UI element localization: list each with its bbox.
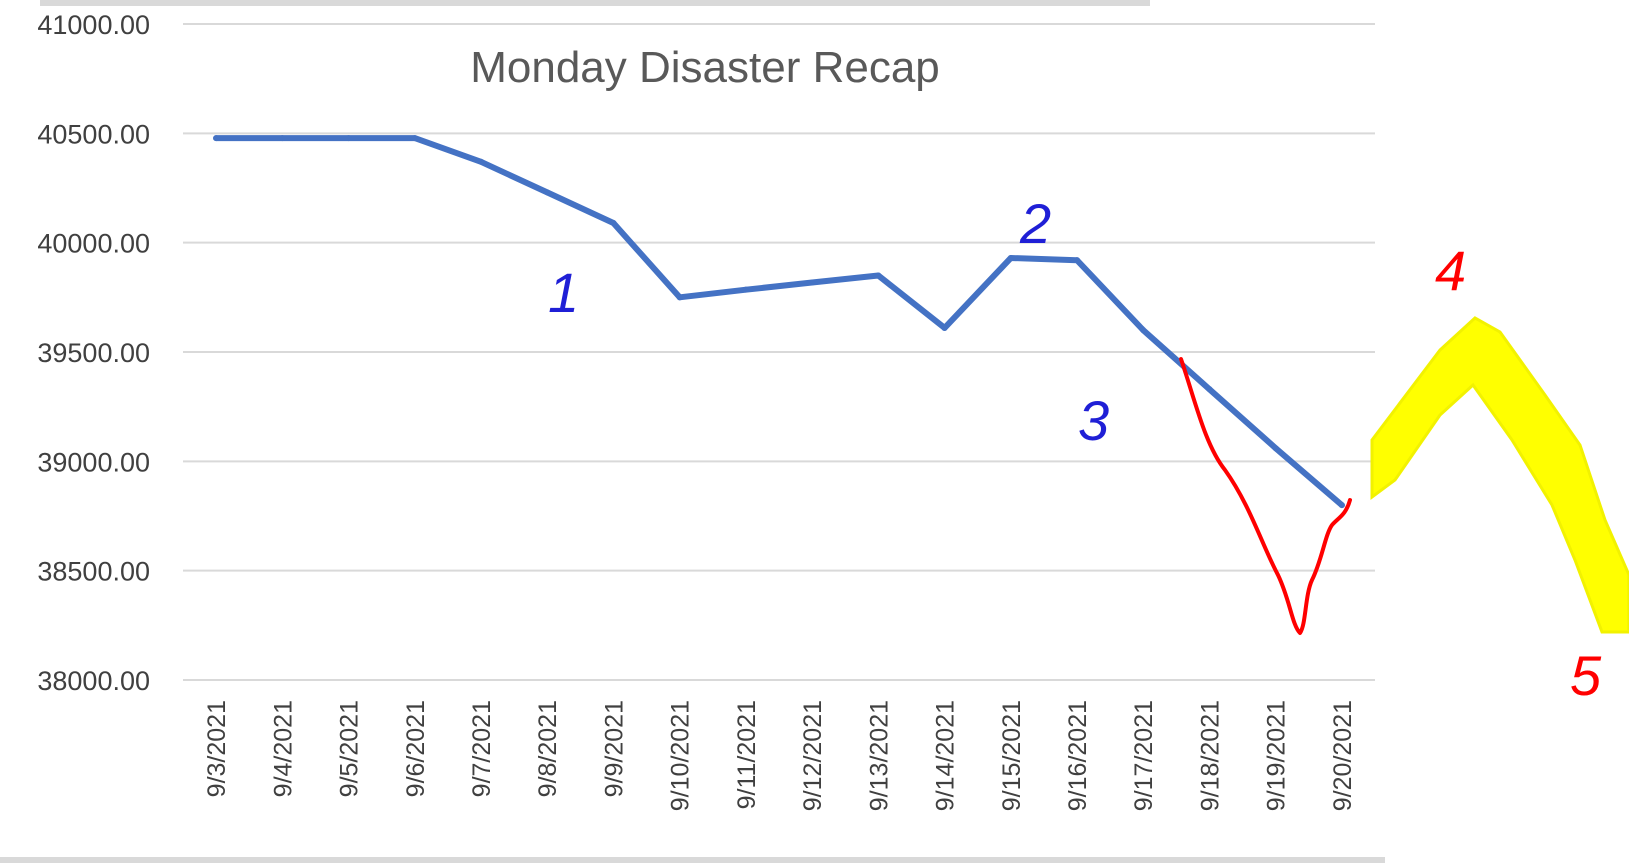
annotation-4: 4 bbox=[1435, 239, 1466, 302]
data-point bbox=[544, 189, 551, 196]
data-point bbox=[875, 272, 882, 279]
gridlines bbox=[183, 23, 1375, 681]
x-tick-label: 9/9/2021 bbox=[600, 700, 628, 797]
data-point bbox=[279, 135, 286, 142]
x-tick-label: 9/16/2021 bbox=[1064, 700, 1092, 811]
x-axis-ticks: 9/3/2021 9/4/2021 9/5/2021 9/6/2021 9/7/2021… bbox=[203, 700, 1357, 811]
x-tick-label: 9/20/2021 bbox=[1329, 700, 1357, 811]
data-point bbox=[676, 294, 683, 301]
data-point bbox=[1007, 254, 1014, 261]
y-tick-label: 38500.00 bbox=[37, 557, 150, 587]
chart-title: Monday Disaster Recap bbox=[470, 43, 940, 92]
x-tick-label: 9/11/2021 bbox=[733, 700, 761, 809]
data-point bbox=[1206, 386, 1213, 393]
data-point bbox=[941, 324, 948, 331]
series-layer bbox=[213, 135, 1345, 509]
x-tick-label: 9/3/2021 bbox=[203, 700, 231, 797]
data-point bbox=[1338, 502, 1345, 509]
x-tick-label: 9/13/2021 bbox=[865, 700, 893, 811]
x-tick-label: 9/8/2021 bbox=[534, 700, 562, 797]
y-tick-label: 40500.00 bbox=[37, 119, 150, 149]
red-freehand-path bbox=[1179, 357, 1352, 635]
x-tick-label: 9/12/2021 bbox=[799, 700, 827, 811]
data-point bbox=[1140, 327, 1147, 334]
y-axis-ticks: 41000.00 40500.00 40000.00 39500.00 39000.00… bbox=[37, 10, 150, 696]
x-tick-label: 9/4/2021 bbox=[269, 700, 297, 797]
x-tick-label: 9/5/2021 bbox=[336, 700, 364, 797]
y-tick-label: 39000.00 bbox=[37, 447, 150, 477]
x-tick-label: 9/18/2021 bbox=[1196, 700, 1224, 811]
data-point bbox=[213, 135, 220, 142]
annotation-2: 2 bbox=[1019, 192, 1051, 255]
annotation-5: 5 bbox=[1570, 644, 1602, 707]
data-point bbox=[345, 135, 352, 142]
data-point bbox=[809, 279, 816, 286]
x-tick-label: 9/10/2021 bbox=[667, 700, 695, 811]
data-point bbox=[478, 158, 484, 165]
x-tick-label: 9/6/2021 bbox=[402, 700, 430, 797]
y-tick-label: 38000.00 bbox=[37, 666, 150, 696]
annotation-1: 1 bbox=[548, 261, 579, 324]
x-tick-label: 9/7/2021 bbox=[468, 700, 496, 797]
data-point bbox=[1074, 257, 1080, 264]
x-tick-label: 9/17/2021 bbox=[1130, 700, 1158, 811]
data-point bbox=[1272, 445, 1279, 452]
yellow-highlight-band bbox=[1370, 316, 1629, 634]
data-point bbox=[610, 219, 617, 226]
x-tick-label: 9/14/2021 bbox=[932, 700, 960, 811]
y-tick-label: 40000.00 bbox=[37, 229, 150, 259]
y-tick-label: 39500.00 bbox=[37, 338, 150, 368]
data-point bbox=[742, 286, 749, 293]
y-tick-label: 41000.00 bbox=[37, 10, 150, 40]
series-line bbox=[213, 135, 1345, 509]
x-tick-label: 9/15/2021 bbox=[998, 700, 1026, 811]
data-point bbox=[411, 135, 418, 142]
x-tick-label: 9/19/2021 bbox=[1263, 700, 1291, 811]
annotation-3: 3 bbox=[1078, 389, 1109, 452]
